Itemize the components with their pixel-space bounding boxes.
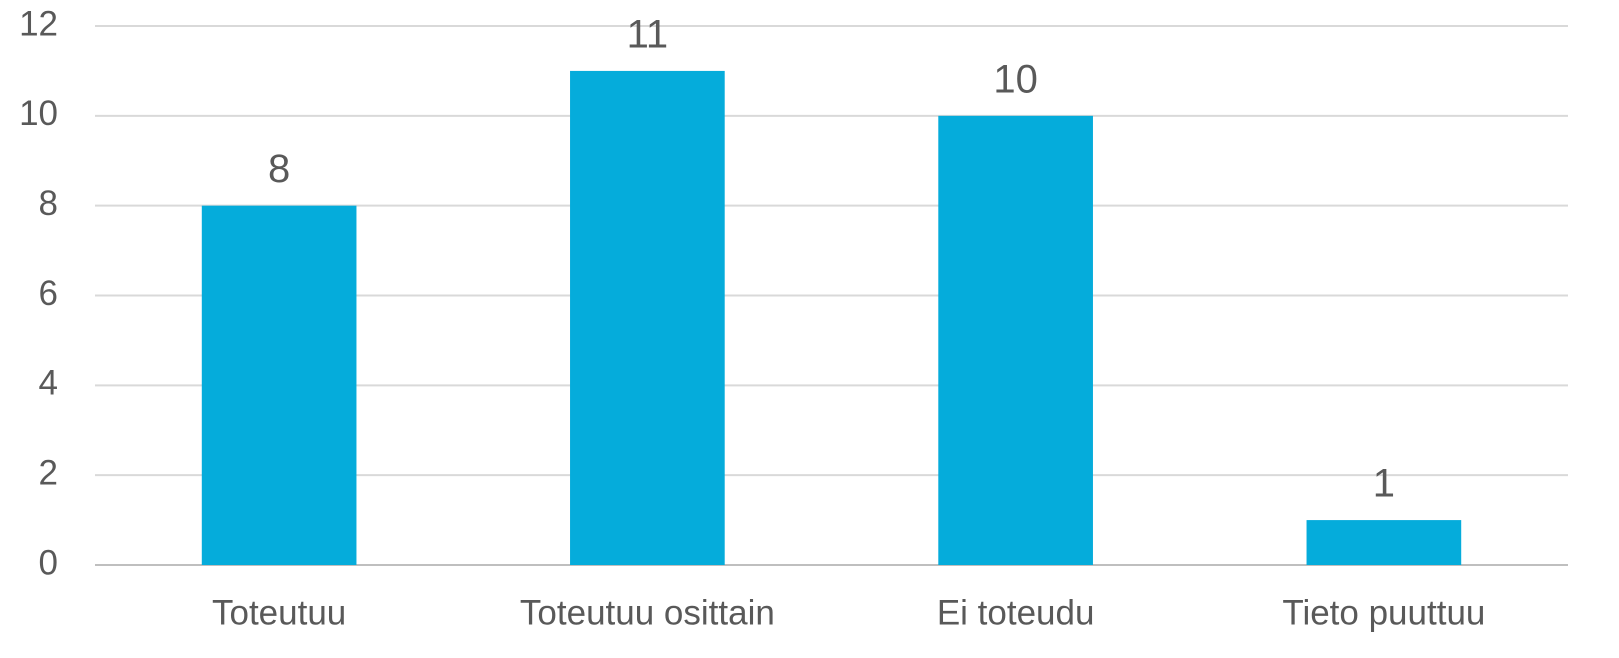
data-label: 10 <box>993 57 1038 101</box>
x-tick-label: Tieto puuttuu <box>1282 593 1485 632</box>
data-label: 1 <box>1373 462 1395 506</box>
y-tick-label: 2 <box>39 453 58 492</box>
data-label: 11 <box>627 12 669 56</box>
y-tick-label: 12 <box>19 4 58 43</box>
bar <box>570 70 725 566</box>
y-tick-label: 8 <box>39 184 58 223</box>
x-tick-label: Toteutuu <box>212 593 346 632</box>
x-tick-label: Ei toteudu <box>937 593 1095 632</box>
x-tick-label: Toteutuu osittain <box>520 593 775 632</box>
bar <box>201 205 357 565</box>
data-label: 8 <box>268 147 290 191</box>
bar <box>1306 520 1462 565</box>
y-tick-label: 4 <box>39 364 58 403</box>
y-tick-label: 10 <box>19 94 58 133</box>
y-tick-label: 0 <box>39 543 58 582</box>
bar <box>938 115 1093 565</box>
y-tick-label: 6 <box>39 274 58 313</box>
